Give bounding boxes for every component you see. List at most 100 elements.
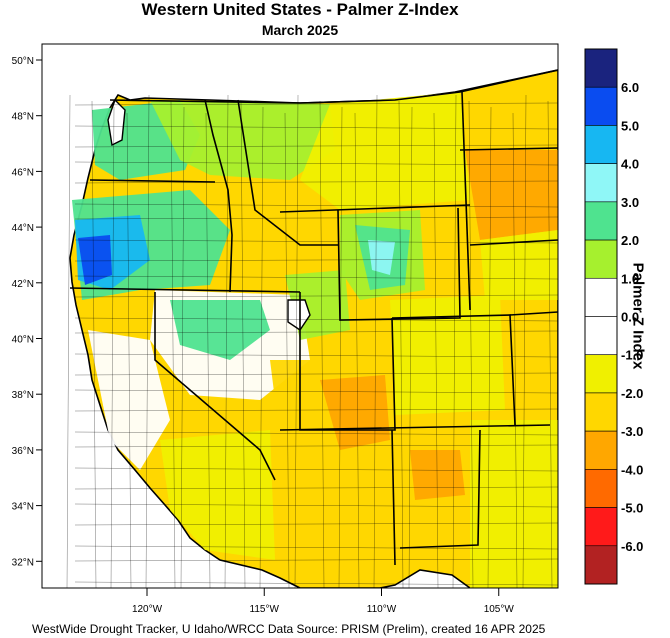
lat-tick-label: 48°N xyxy=(12,112,34,123)
zone-colorado-yellow xyxy=(390,295,505,415)
county-line xyxy=(468,100,474,588)
map-frame xyxy=(41,43,559,589)
county-line xyxy=(110,106,115,588)
state-line-az-nm xyxy=(391,429,396,566)
colorbar-bin xyxy=(584,469,618,508)
county-line xyxy=(74,144,558,148)
colorbar-bin xyxy=(584,392,618,432)
colorbar-label: -2.0 xyxy=(621,386,643,401)
colorbar-bin xyxy=(584,507,618,547)
county-line xyxy=(74,180,558,184)
lat-tick-label: 40°N xyxy=(12,335,34,346)
county-line xyxy=(74,545,558,550)
zone-nebraska-yellow xyxy=(480,230,558,300)
state-line-intl xyxy=(109,69,558,104)
county-line xyxy=(294,94,299,588)
zone-pnw-lime xyxy=(150,100,335,180)
county-line xyxy=(452,94,457,588)
county-line xyxy=(224,94,229,588)
colorbar-label: 4.0 xyxy=(621,157,639,172)
lat-tick-label: 46°N xyxy=(12,167,34,178)
zone-wyoming-cyan xyxy=(368,240,395,275)
county-line xyxy=(74,216,558,220)
county-line xyxy=(91,100,97,588)
colorbar-label: -1.0 xyxy=(621,348,643,363)
lat-tick-label: 36°N xyxy=(12,446,34,457)
colorbar-label: 0.0 xyxy=(621,310,639,325)
county-line xyxy=(74,353,558,358)
colorbar-bin xyxy=(584,239,618,279)
county-line xyxy=(145,94,150,588)
county-line xyxy=(74,503,558,508)
county-line xyxy=(408,106,413,588)
great-salt-lake xyxy=(287,299,311,331)
data-credit: WestWide Drought Tracker, U Idaho/WRCC D… xyxy=(32,622,546,636)
county-line xyxy=(74,558,558,562)
county-line xyxy=(74,522,558,526)
lon-tick-label: 115°W xyxy=(250,604,280,615)
colorbar-bin xyxy=(584,86,618,126)
county-line xyxy=(338,106,343,588)
lon-tick-label: 110°W xyxy=(367,604,397,615)
colorbar-label: -6.0 xyxy=(621,539,643,554)
county-line xyxy=(398,100,404,588)
county-line xyxy=(126,112,132,588)
colorbar-bin xyxy=(584,277,618,317)
county-line xyxy=(74,431,558,436)
county-line xyxy=(205,112,211,588)
lon-tick-label: 105°W xyxy=(484,604,515,615)
zone-montana-yellow xyxy=(300,92,470,210)
lat-tick-label: 32°N xyxy=(12,557,34,568)
state-line-nevada-ca xyxy=(154,292,276,481)
zone-nevada-wet xyxy=(170,300,270,360)
county-line xyxy=(74,372,558,376)
county-line xyxy=(170,100,176,588)
zone-central-coast-neutral xyxy=(88,330,170,470)
county-line xyxy=(74,581,558,586)
puget-sound xyxy=(107,98,126,147)
state-line-wa-or xyxy=(89,179,216,183)
colorbar-label: 2.0 xyxy=(621,233,639,248)
colorbar-bin xyxy=(584,354,618,394)
county-line xyxy=(74,239,558,244)
state-line-utah xyxy=(299,292,396,431)
colorbar-bin xyxy=(584,316,618,356)
county-line xyxy=(259,106,264,588)
county-line xyxy=(522,94,527,588)
lon-tick-label: 120°W xyxy=(132,604,163,615)
colorbar-bin xyxy=(584,125,618,164)
state-line-nm-tx xyxy=(399,429,481,549)
county-line xyxy=(74,444,558,448)
colorbar: 6.0 5.0 4.0 3.0 2.0 1.0 0.0 -1.0 -2.0 -3.0 -4.0 -5.… xyxy=(584,48,643,585)
lat-tick-label: 50°N xyxy=(12,56,34,67)
county-line xyxy=(354,112,360,588)
state-line-idaho-west xyxy=(204,99,233,293)
map-title: Western United States - Palmer Z-Index xyxy=(141,0,459,19)
colorbar-bin xyxy=(584,430,618,470)
map-field xyxy=(42,44,558,588)
colorbar-label: 3.0 xyxy=(621,195,639,210)
county-line xyxy=(180,106,185,588)
county-line xyxy=(74,125,558,130)
zone-nm-orange xyxy=(410,450,465,500)
county-line xyxy=(74,486,558,490)
county-line xyxy=(66,94,71,588)
county-line xyxy=(74,467,558,472)
county-line xyxy=(74,294,558,298)
county-line xyxy=(74,258,558,262)
colorbar-label: -3.0 xyxy=(621,424,643,439)
state-boundaries xyxy=(69,69,558,566)
county-line xyxy=(512,112,518,588)
county-line xyxy=(74,317,558,322)
zone-four-corners-orange xyxy=(320,375,390,450)
zone-dakota-dry xyxy=(465,150,558,240)
state-line-kansas xyxy=(509,311,558,316)
colorbar-bin xyxy=(584,201,618,241)
zone-socal-yellow xyxy=(160,430,275,560)
colorbar-bin xyxy=(584,48,618,88)
climate-zones xyxy=(72,92,558,588)
state-line-wyoming-box xyxy=(337,207,461,321)
colorbar-bin xyxy=(584,163,618,203)
lat-tick-label: 42°N xyxy=(12,279,34,290)
